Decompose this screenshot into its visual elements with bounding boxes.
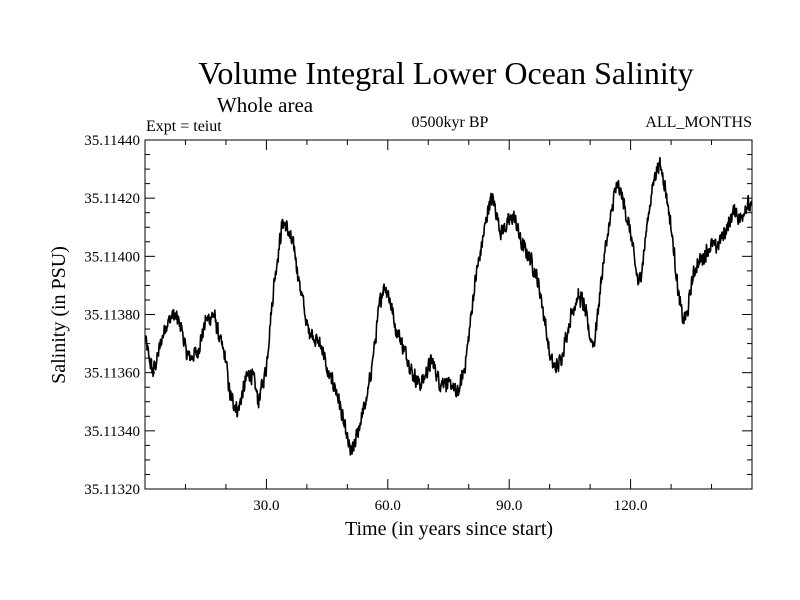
y-axis: 35.11320 35.11340 35.11360 35.11380 35.11400… (84, 133, 752, 498)
series-group (145, 156, 752, 456)
x-axis-label: Time (in years since start) (345, 518, 553, 540)
chart-subtitle: Whole area (217, 93, 314, 117)
y-tick-label: 35.11340 (84, 424, 140, 440)
series-line (145, 156, 752, 456)
y-tick-label: 35.11440 (84, 133, 140, 149)
period-label: 0500kyr BP (412, 114, 489, 131)
y-axis-label: Salinity (in PSU) (48, 246, 70, 384)
x-tick-label: 60.0 (375, 498, 401, 514)
y-tick-label: 35.11380 (84, 308, 140, 324)
experiment-label: Expt = teiut (146, 118, 222, 135)
y-tick-label: 35.11420 (84, 191, 140, 207)
x-axis: 30.0 60.0 90.0 120.0 (184, 140, 713, 514)
y-tick-label: 35.11360 (84, 366, 140, 382)
x-tick-label: 120.0 (614, 498, 648, 514)
plot-area (145, 156, 752, 456)
months-label: ALL_MONTHS (645, 114, 752, 131)
y-tick-label: 35.11320 (84, 482, 140, 498)
x-tick-label: 30.0 (253, 498, 279, 514)
chart-title: Volume Integral Lower Ocean Salinity (198, 55, 693, 91)
x-tick-label: 90.0 (496, 498, 522, 514)
y-tick-label: 35.11400 (84, 249, 140, 265)
